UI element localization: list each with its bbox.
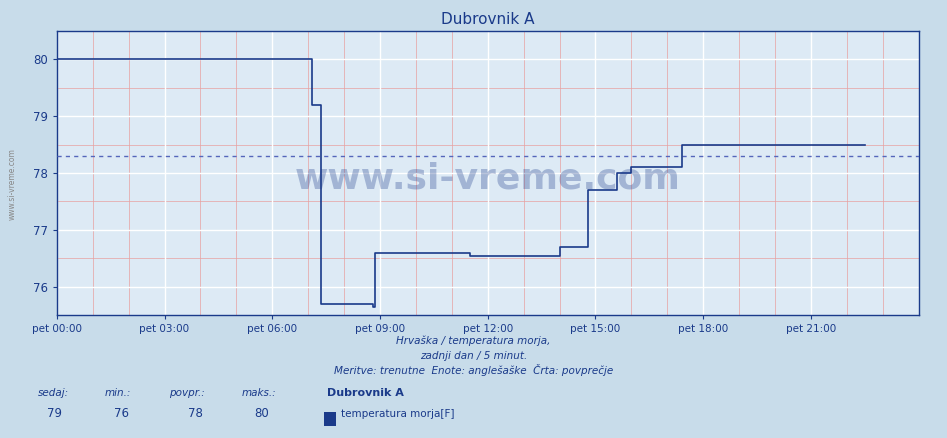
Text: www.si-vreme.com: www.si-vreme.com (295, 162, 681, 196)
Title: Dubrovnik A: Dubrovnik A (441, 12, 534, 27)
Text: Hrvaška / temperatura morja,: Hrvaška / temperatura morja, (396, 336, 551, 346)
Text: 76: 76 (114, 407, 129, 420)
Text: www.si-vreme.com: www.si-vreme.com (8, 148, 17, 220)
Text: 79: 79 (47, 407, 63, 420)
Text: Dubrovnik A: Dubrovnik A (327, 389, 403, 399)
Text: Meritve: trenutne  Enote: anglešaške  Črta: povprečje: Meritve: trenutne Enote: anglešaške Črta… (334, 364, 613, 377)
Text: 78: 78 (188, 407, 203, 420)
Text: povpr.:: povpr.: (169, 389, 205, 399)
Text: min.:: min.: (104, 389, 131, 399)
Text: sedaj:: sedaj: (38, 389, 69, 399)
Text: temperatura morja[F]: temperatura morja[F] (341, 409, 455, 419)
Text: zadnji dan / 5 minut.: zadnji dan / 5 minut. (420, 351, 527, 361)
Text: 80: 80 (254, 407, 269, 420)
Text: maks.:: maks.: (241, 389, 277, 399)
